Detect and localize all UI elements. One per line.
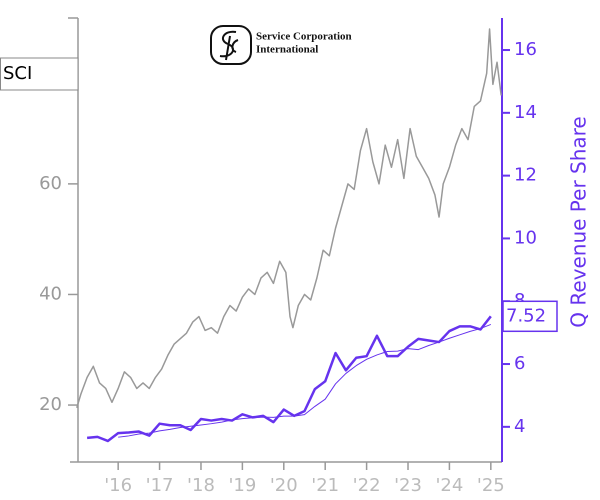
y-tick-label: 60 <box>39 173 62 194</box>
value-label: 7.52 <box>506 305 546 326</box>
ticker-label: SCI <box>3 63 32 84</box>
series-line <box>76 28 502 409</box>
ticker-box: SCI <box>0 57 79 91</box>
ticker-frame <box>0 57 79 91</box>
logo-text: Service Corporation <box>256 31 352 43</box>
x-tick-label: '20 <box>270 475 298 496</box>
y2-tick-label: 16 <box>514 39 537 60</box>
x-tick-label: '17 <box>146 475 174 496</box>
logo-text: International <box>256 44 318 56</box>
x-tick-label: '22 <box>353 475 381 496</box>
x-tick-label: '16 <box>104 475 132 496</box>
logo-mark <box>219 30 239 61</box>
series-line <box>118 324 492 438</box>
y2-tick-label: 12 <box>514 165 537 186</box>
y-tick-label: 20 <box>39 394 62 415</box>
y2-tick-label: 10 <box>514 227 537 248</box>
x-tick-label: '25 <box>477 475 505 496</box>
y2-axis-label: Q Revenue Per Share <box>567 116 591 328</box>
x-tick-label: '19 <box>228 475 256 496</box>
y2-tick-label: 6 <box>514 353 525 374</box>
value-label-frame <box>502 300 558 333</box>
x-tick-label: '23 <box>394 475 422 496</box>
y2-tick-label: 4 <box>514 416 525 437</box>
x-tick-label: '21 <box>311 475 339 496</box>
y2-tick-label: 14 <box>514 102 537 123</box>
series-line <box>86 315 492 443</box>
x-tick-label: '24 <box>435 475 463 496</box>
x-tick-label: '18 <box>187 475 215 496</box>
y-tick-label: 40 <box>39 283 62 304</box>
logo: Service Corporation International <box>210 25 352 65</box>
